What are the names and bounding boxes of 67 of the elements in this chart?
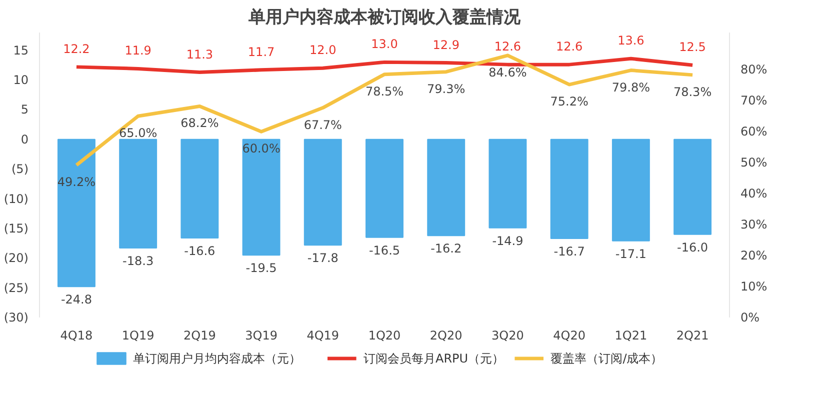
y-tick-label: (15) <box>4 221 29 236</box>
x-tick-label: 1Q20 <box>368 328 401 342</box>
y-tick-label: (10) <box>4 192 29 206</box>
data-label: 78.5% <box>365 84 404 98</box>
y-tick-label: (20) <box>4 251 29 266</box>
data-label: 13.6 <box>618 34 644 48</box>
data-label: -16.5 <box>368 243 400 258</box>
data-label: 12.9 <box>432 38 460 52</box>
data-label: 84.6% <box>488 65 527 80</box>
y2-tick-label: 70% <box>740 94 768 108</box>
legend-label: 覆盖率（订阅/成本） <box>550 352 663 366</box>
data-label: -14.9 <box>492 234 524 248</box>
x-tick-label: 3Q20 <box>492 328 524 342</box>
data-label: 12.6 <box>494 40 522 54</box>
x-tick-label: 1Q19 <box>122 328 154 342</box>
y2-tick-label: 20% <box>740 248 768 263</box>
data-label: 12.5 <box>679 40 706 54</box>
data-label: 12.0 <box>310 43 336 58</box>
data-label: 12.2 <box>63 42 90 56</box>
x-tick-label: 2Q20 <box>430 328 462 342</box>
data-label: 67.7% <box>304 118 342 132</box>
data-label: -18.3 <box>122 254 154 268</box>
data-label: -16.0 <box>677 240 708 254</box>
data-label: 79.3% <box>427 82 466 96</box>
y2-tick-label: 50% <box>740 156 768 170</box>
y2-tick-label: 30% <box>740 218 768 232</box>
data-label: 68.2% <box>180 116 219 130</box>
data-label: -16.2 <box>430 242 462 256</box>
data-label: 60.0% <box>242 142 280 156</box>
y-tick-label: 0 <box>20 132 29 146</box>
data-label: 11.9 <box>124 44 152 58</box>
data-label: -24.8 <box>60 292 92 307</box>
y2-tick-label: 10% <box>740 280 768 294</box>
data-label: -16.6 <box>184 244 216 258</box>
x-tick-label: 2Q21 <box>676 328 709 342</box>
data-label: -16.7 <box>554 244 585 259</box>
data-label: 12.6 <box>556 40 583 54</box>
y2-tick-label: 80% <box>740 62 768 77</box>
data-label: 11.7 <box>248 44 275 59</box>
x-tick-label: 4Q18 <box>60 328 93 342</box>
data-label: 79.8% <box>612 80 650 94</box>
chart-title: 单用户内容成本被订阅收入覆盖情况 <box>248 6 522 28</box>
data-label: 11.3 <box>186 47 214 62</box>
y-tick-label: 15 <box>13 43 29 58</box>
data-label: 65.0% <box>119 126 158 140</box>
legend-label: 订阅会员每月ARPU（元） <box>364 352 504 366</box>
y2-tick-label: 60% <box>740 124 768 139</box>
y-tick-label: (30) <box>4 310 29 324</box>
x-tick-label: 4Q19 <box>306 328 340 342</box>
y-tick-label: (5) <box>12 162 28 176</box>
data-label: -19.5 <box>246 261 277 276</box>
x-tick-label: 1Q21 <box>614 328 648 342</box>
x-tick-label: 4Q20 <box>553 328 586 342</box>
data-label: -17.8 <box>307 251 338 266</box>
y-tick-label: 5 <box>20 102 29 117</box>
x-tick-label: 2Q19 <box>184 328 216 342</box>
data-label: 75.2% <box>550 94 588 109</box>
data-label: 78.3% <box>673 84 712 99</box>
legend-label: 单订阅用户月均内容成本（元） <box>133 352 302 366</box>
data-label: -17.1 <box>615 246 646 261</box>
y2-tick-label: 40% <box>740 186 768 201</box>
data-label: 49.2% <box>57 175 96 190</box>
x-tick-label: 3Q19 <box>245 328 278 342</box>
y-tick-label: 10 <box>13 73 29 87</box>
y2-tick-label: 0% <box>740 310 760 324</box>
data-label: 13.0 <box>371 37 398 52</box>
y-tick-label: (25) <box>4 280 29 295</box>
